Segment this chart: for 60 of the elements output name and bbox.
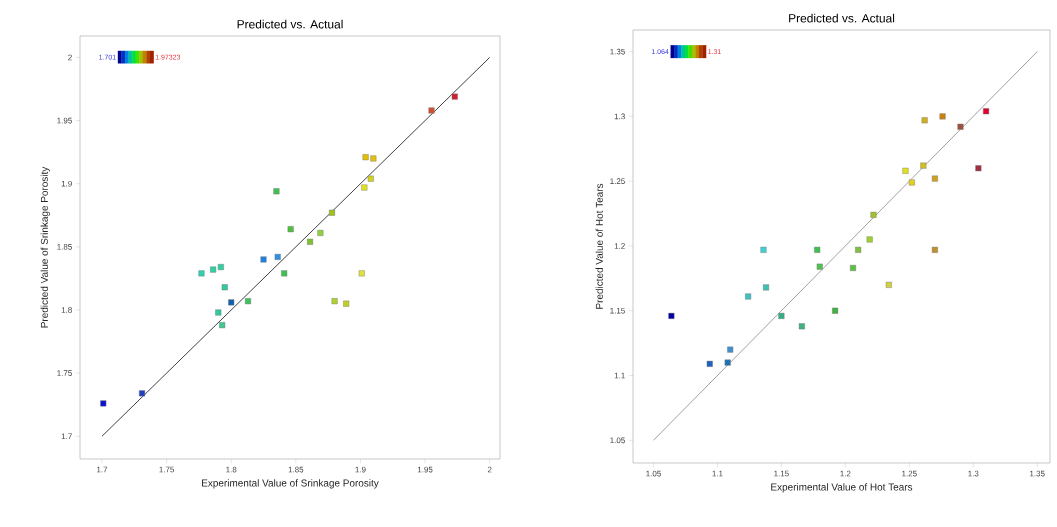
point xyxy=(885,281,892,288)
point xyxy=(221,284,228,291)
point xyxy=(798,323,805,330)
point xyxy=(281,270,288,277)
point xyxy=(260,256,267,263)
point xyxy=(931,246,938,253)
point xyxy=(850,264,857,271)
point xyxy=(228,299,235,306)
point xyxy=(217,264,224,271)
point xyxy=(939,113,946,120)
point xyxy=(287,226,294,233)
point xyxy=(370,155,377,162)
y-axis-title: Predicted Value of Hot Tears xyxy=(595,183,603,309)
point xyxy=(361,184,368,191)
point xyxy=(139,390,146,397)
point xyxy=(931,175,938,182)
point xyxy=(317,229,324,236)
chart-title: Predicted vs. Actual xyxy=(237,19,343,29)
point xyxy=(814,246,821,253)
point xyxy=(706,360,713,367)
point xyxy=(198,270,205,277)
point xyxy=(724,359,731,366)
point xyxy=(745,293,752,300)
point xyxy=(451,93,458,100)
point xyxy=(921,117,928,124)
point xyxy=(274,253,281,260)
point xyxy=(428,107,435,114)
point xyxy=(870,211,877,218)
point xyxy=(727,346,734,353)
point xyxy=(215,309,222,316)
point xyxy=(358,270,365,277)
point xyxy=(920,162,927,169)
point xyxy=(210,266,217,273)
point xyxy=(329,209,336,216)
point xyxy=(362,154,369,161)
point xyxy=(100,400,107,407)
point xyxy=(855,246,862,253)
point xyxy=(816,263,823,270)
point xyxy=(367,175,374,182)
point xyxy=(957,123,964,130)
chart-title: Predicted vs. Actual xyxy=(789,13,895,23)
point xyxy=(778,312,785,319)
point xyxy=(983,108,990,115)
point xyxy=(668,312,675,319)
x-axis-title: Experimental Value of Hot Tears xyxy=(771,483,913,493)
point xyxy=(866,236,873,243)
point xyxy=(219,322,226,329)
point xyxy=(343,300,350,307)
point xyxy=(760,246,767,253)
point xyxy=(908,179,915,186)
point xyxy=(902,167,909,174)
point xyxy=(832,307,839,314)
point xyxy=(245,298,252,305)
point xyxy=(273,188,280,195)
point xyxy=(331,298,338,305)
point xyxy=(975,165,982,172)
point xyxy=(307,238,314,245)
point xyxy=(763,284,770,291)
y-axis-title: Predicted Value of Srinkage Porosity xyxy=(40,166,50,328)
x-axis-title: Experimental Value of Srinkage Porosity xyxy=(202,479,379,489)
